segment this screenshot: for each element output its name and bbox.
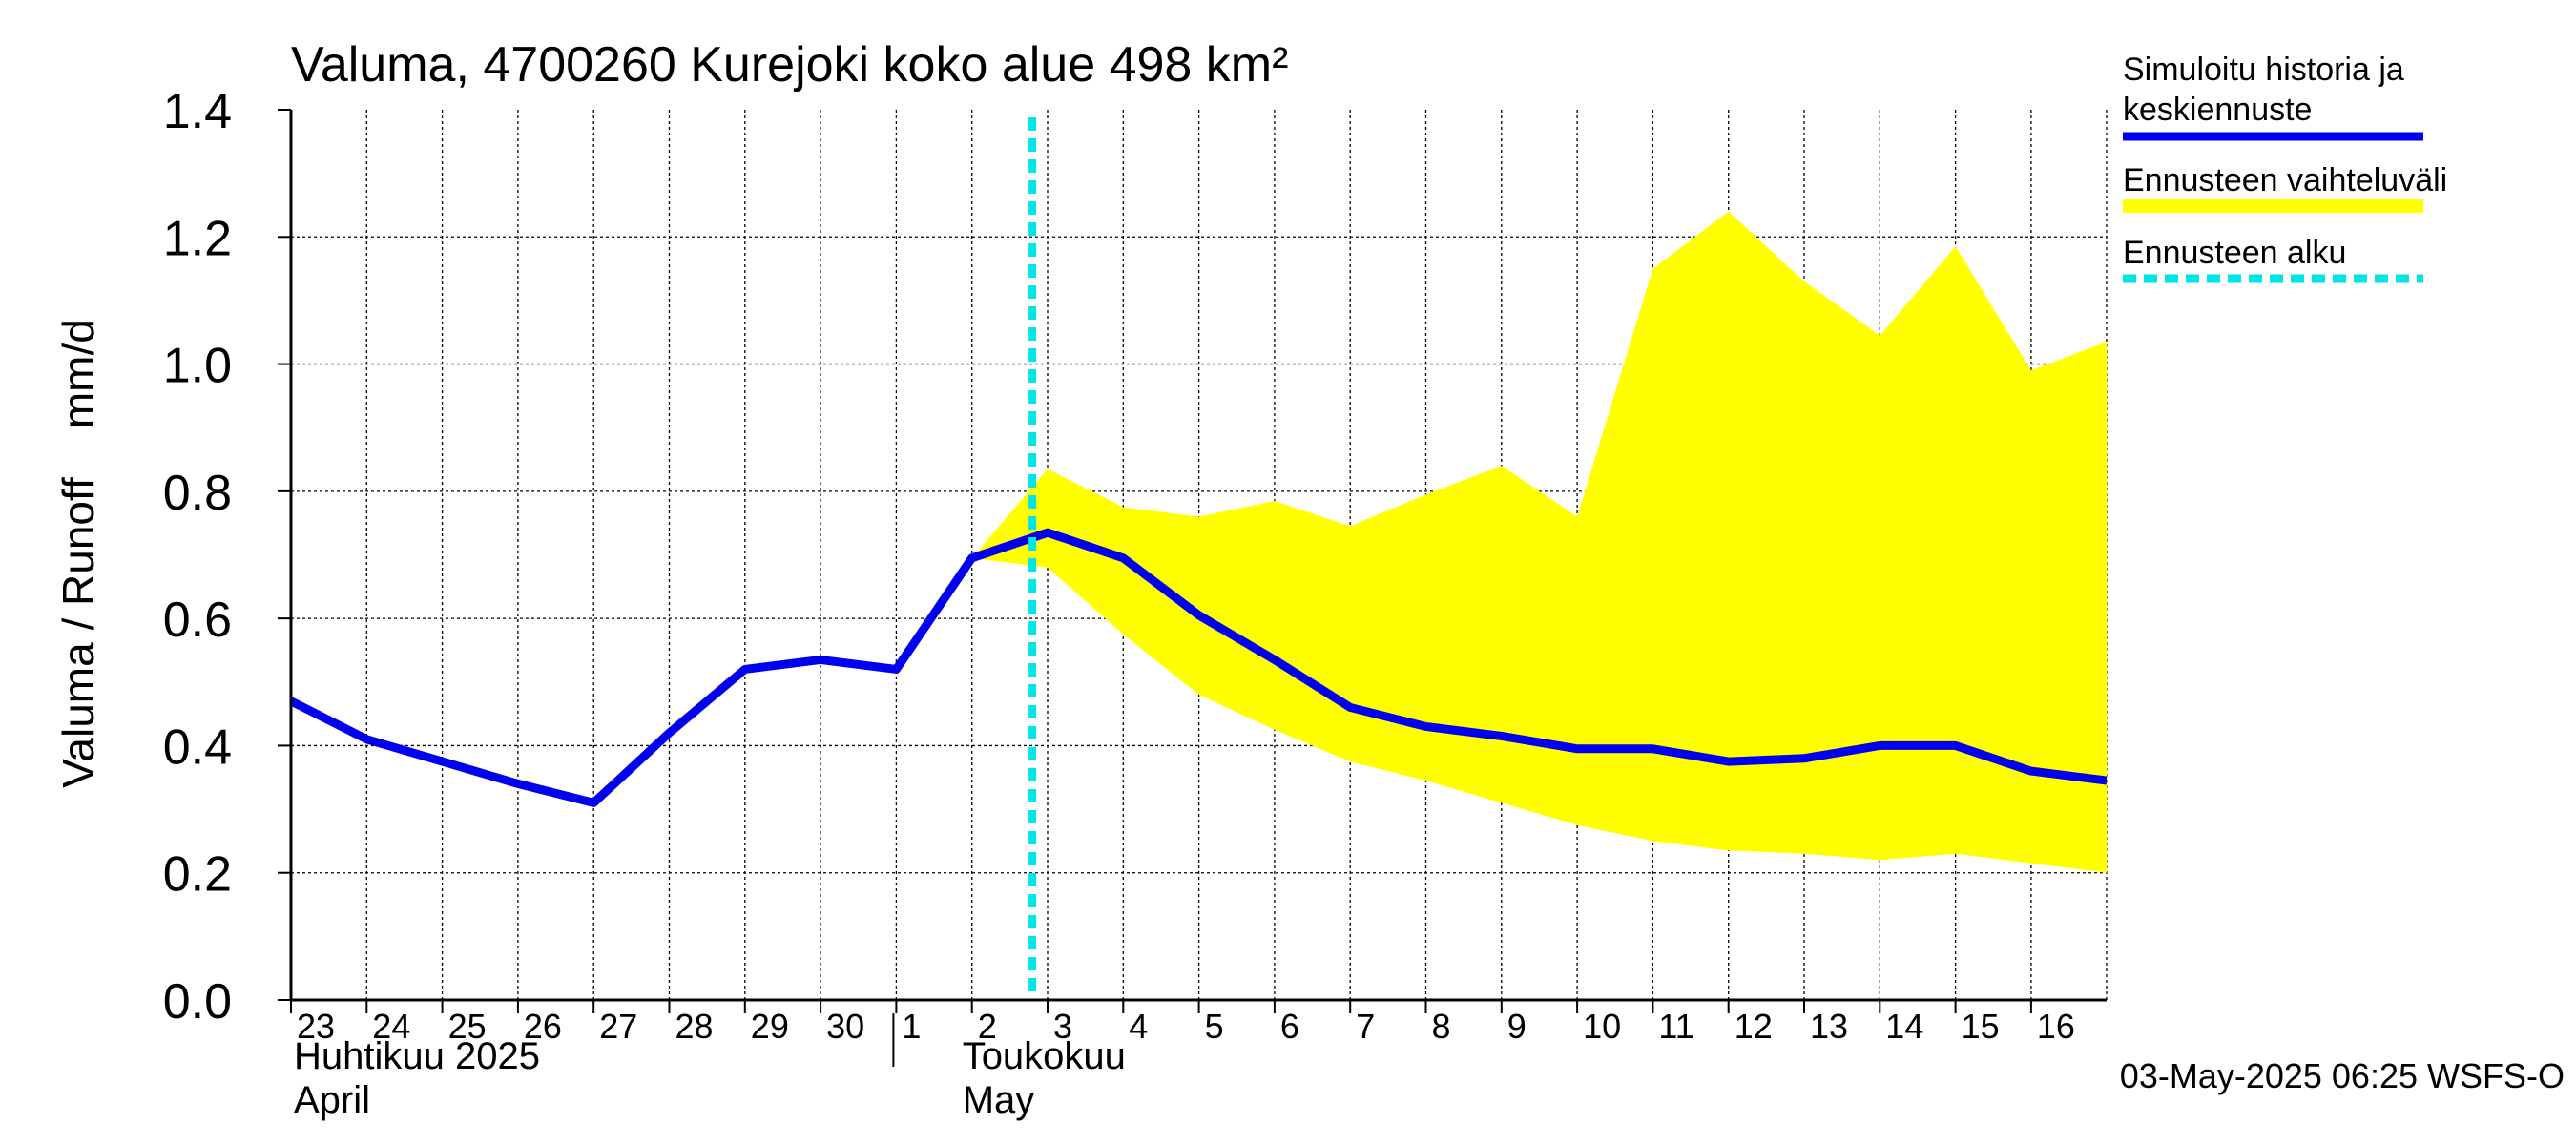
x-tick-label: 29 (751, 1007, 789, 1046)
x-tick-label: 7 (1356, 1007, 1375, 1046)
y-axis-label: Valuma / Runoff mm/d (53, 319, 103, 788)
month-label: Toukokuu (963, 1035, 1126, 1077)
y-tick-label: 1.0 (163, 339, 232, 394)
x-tick-label: 5 (1205, 1007, 1224, 1046)
x-tick-label: 26 (524, 1007, 562, 1046)
x-tick-label: 15 (1962, 1007, 2000, 1046)
x-tick-label: 16 (2037, 1007, 2075, 1046)
x-tick-label: 23 (297, 1007, 335, 1046)
x-tick-label: 11 (1658, 1007, 1693, 1046)
x-tick-label: 14 (1885, 1007, 1923, 1046)
month-label-en: April (294, 1079, 370, 1121)
x-tick-label: 10 (1583, 1007, 1621, 1046)
x-tick-label: 12 (1735, 1007, 1773, 1046)
y-tick-label: 0.4 (163, 719, 232, 775)
legend-label-forecast-start: Ennusteen alku (2123, 235, 2346, 271)
x-tick-label: 25 (448, 1007, 487, 1046)
x-tick-label: 2 (978, 1007, 997, 1046)
axes: 0.00.20.40.60.81.01.21.423 24 25 26 27 28 29 30… (163, 84, 2107, 1121)
x-tick-label: 28 (675, 1007, 714, 1046)
y-tick-label: 1.2 (163, 211, 232, 266)
x-tick-label: 27 (599, 1007, 637, 1046)
x-tick-label: 4 (1129, 1007, 1148, 1046)
legend-label-mean: Simuloitu historia ja (2123, 52, 2404, 88)
x-tick-label: 24 (372, 1007, 410, 1046)
forecast-range-area (971, 211, 2108, 873)
y-tick-label: 0.6 (163, 593, 232, 648)
x-tick-label: 30 (826, 1007, 864, 1046)
y-tick-label: 1.4 (163, 84, 232, 139)
x-tick-label: 9 (1507, 1007, 1527, 1046)
y-tick-label: 0.0 (163, 974, 232, 1030)
y-tick-label: 0.8 (163, 466, 232, 521)
legend-label-mean: keskiennuste (2123, 92, 2312, 128)
mean-forecast-line (291, 528, 2107, 807)
mean-series-line (291, 528, 2107, 807)
timestamp: 03-May-2025 06:25 WSFS-O (2120, 1056, 2565, 1095)
month-label: Huhtikuu 2025 (294, 1035, 540, 1077)
chart-title: Valuma, 4700260 Kurejoki koko alue 498 k… (291, 37, 1288, 93)
legend: Simuloitu historia ja keskiennuste Ennuste… (2123, 52, 2447, 283)
x-tick-label: 6 (1280, 1007, 1299, 1046)
y-tick-label: 0.2 (163, 847, 232, 903)
forecast-range-band (971, 211, 2108, 873)
month-label-en: May (963, 1079, 1035, 1121)
x-tick-label: 3 (1053, 1007, 1072, 1046)
legend-label-range: Ennusteen vaihteluväli (2123, 162, 2447, 198)
x-tick-label: 8 (1432, 1007, 1451, 1046)
x-tick-label: 1 (902, 1007, 921, 1046)
x-tick-label: 13 (1810, 1007, 1848, 1046)
